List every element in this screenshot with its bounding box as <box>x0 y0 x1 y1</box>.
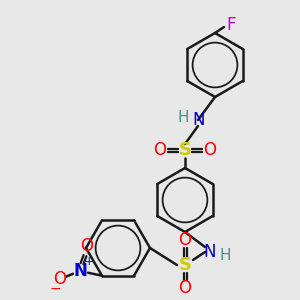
Text: O: O <box>203 141 217 159</box>
Text: O: O <box>80 237 94 255</box>
Text: N: N <box>204 243 216 261</box>
Text: O: O <box>154 141 166 159</box>
Text: S: S <box>178 141 191 159</box>
Text: −: − <box>49 282 61 296</box>
Text: O: O <box>178 231 191 249</box>
Text: F: F <box>226 16 236 34</box>
Text: H: H <box>177 110 189 124</box>
Text: O: O <box>178 279 191 297</box>
Text: +: + <box>84 255 94 268</box>
Text: N: N <box>73 262 87 280</box>
Text: O: O <box>53 270 67 288</box>
Text: S: S <box>178 256 191 274</box>
Text: N: N <box>193 111 205 129</box>
Text: H: H <box>219 248 231 263</box>
